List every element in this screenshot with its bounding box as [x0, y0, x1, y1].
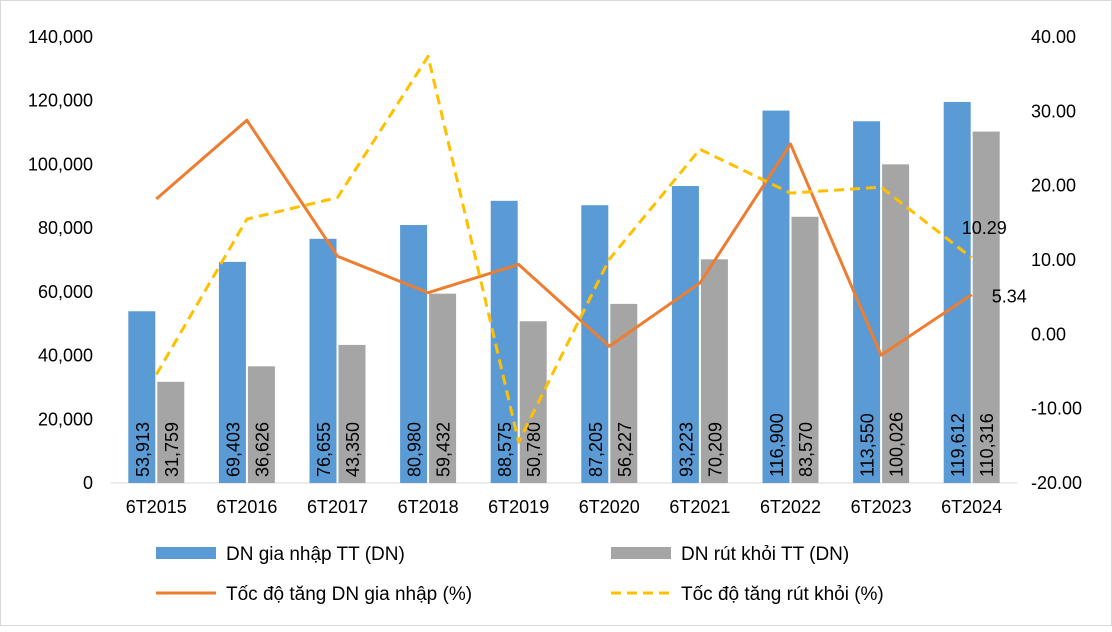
bar-data-label: 50,780	[524, 422, 544, 477]
bar-data-label: 69,403	[223, 422, 243, 477]
right-axis-tick: 0.00	[1031, 324, 1066, 344]
bar-data-label: 83,570	[796, 422, 816, 477]
legend-swatch	[611, 547, 671, 559]
left-axis-tick: 120,000	[28, 91, 93, 111]
right-axis-tick: 30.00	[1031, 101, 1076, 121]
legend-label: DN gia nhập TT (DN)	[226, 544, 405, 565]
x-axis-tick: 6T2020	[579, 497, 640, 517]
bar-data-label: 93,223	[676, 422, 696, 477]
bar-data-label: 80,980	[405, 422, 425, 477]
x-axis-tick: 6T2022	[760, 497, 821, 517]
left-axis-tick: 140,000	[28, 27, 93, 47]
left-axis-tick: 60,000	[38, 282, 93, 302]
legend-swatch	[156, 547, 216, 559]
right-axis-tick: 20.00	[1031, 176, 1076, 196]
legend-label: Tốc độ tăng DN gia nhập (%)	[226, 584, 472, 605]
right-axis-tick: -10.00	[1031, 399, 1082, 419]
bar-data-label: 100,026	[887, 412, 907, 477]
x-axis-tick: 6T2017	[307, 497, 368, 517]
line-end-label: 10.29	[962, 218, 1007, 238]
x-axis-tick: 6T2021	[669, 497, 730, 517]
x-axis-tick: 6T2015	[126, 497, 187, 517]
bar-data-label: 56,227	[615, 422, 635, 477]
legend-label: DN rút khỏi TT (DN)	[681, 544, 849, 565]
bar-data-label: 88,575	[495, 422, 515, 477]
bar-data-label: 76,655	[314, 422, 334, 477]
left-axis-tick: 100,000	[28, 154, 93, 174]
line-end-label: 5.34	[992, 287, 1027, 307]
line-series	[156, 120, 971, 355]
right-axis-tick: -20.00	[1031, 473, 1082, 493]
x-axis-tick: 6T2018	[398, 497, 459, 517]
left-axis-tick: 0	[83, 473, 93, 493]
bar-data-label: 70,209	[705, 422, 725, 477]
bar-data-label: 87,205	[586, 422, 606, 477]
x-axis-tick: 6T2016	[216, 497, 277, 517]
bar-data-label: 36,626	[252, 422, 272, 477]
right-axis-tick: 40.00	[1031, 27, 1076, 47]
x-axis-tick: 6T2023	[851, 497, 912, 517]
left-axis-tick: 20,000	[38, 409, 93, 429]
x-axis-tick: 6T2019	[488, 497, 549, 517]
bar-data-label: 110,316	[977, 413, 997, 477]
bar-data-label: 116,900	[767, 413, 787, 477]
bar-data-label: 31,759	[162, 422, 182, 477]
left-axis-tick: 80,000	[38, 218, 93, 238]
bar-data-label: 119,612	[948, 413, 968, 477]
legend-label: Tốc độ tăng rút khỏi (%)	[681, 584, 884, 605]
bar-data-label: 113,550	[858, 413, 878, 477]
bar-data-label: 59,432	[434, 422, 454, 477]
bar-data-label: 43,350	[343, 422, 363, 477]
right-axis-tick: 10.00	[1031, 250, 1076, 270]
left-axis-tick: 40,000	[38, 346, 93, 366]
line-series	[156, 56, 971, 442]
bar-data-label: 53,913	[133, 422, 153, 477]
x-axis-tick: 6T2024	[941, 497, 1002, 517]
